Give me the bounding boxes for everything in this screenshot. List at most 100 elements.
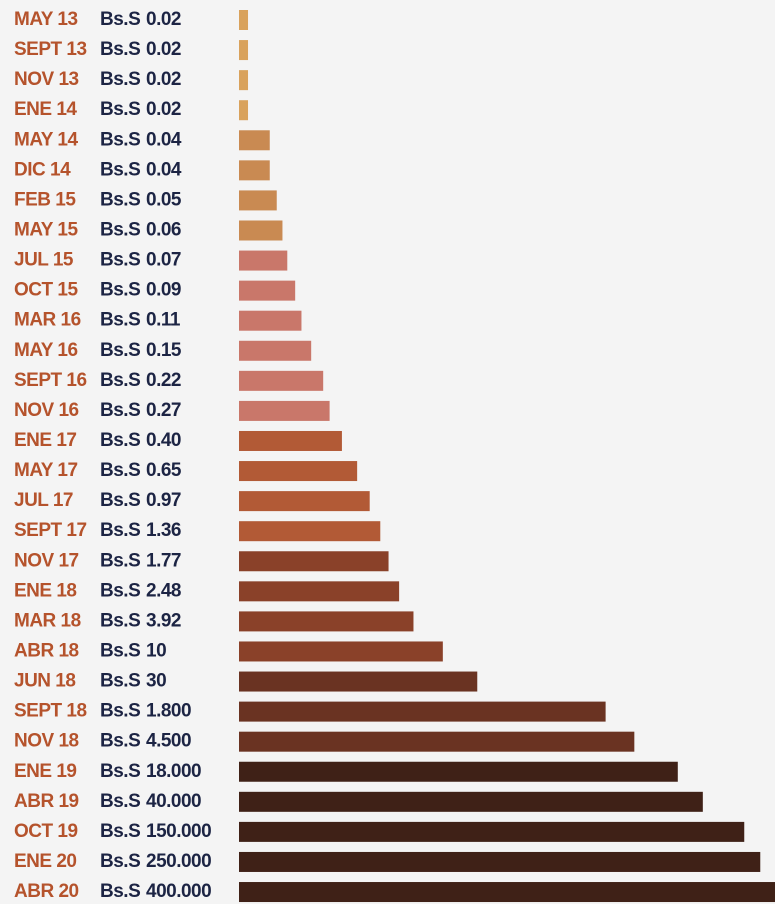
currency-label: Bs.S (100, 189, 140, 210)
bar (239, 310, 302, 331)
bar (239, 521, 381, 542)
date-label: MAY 14 (14, 129, 78, 150)
value-label: 0.07 (146, 250, 181, 271)
date-label: DIC 14 (14, 159, 71, 180)
bar (239, 611, 414, 632)
currency-label: Bs.S (100, 460, 140, 481)
value-label: 1.36 (146, 520, 181, 541)
value-label: 0.97 (146, 490, 181, 511)
date-label: ABR 19 (14, 791, 79, 812)
value-label: 0.02 (146, 99, 181, 120)
bar (239, 461, 358, 482)
date-label: MAY 17 (14, 460, 78, 481)
bar (239, 160, 270, 181)
date-label: MAR 16 (14, 310, 81, 331)
currency-label: Bs.S (100, 220, 140, 241)
date-label: ABR 20 (14, 881, 79, 902)
value-label: 0.22 (146, 370, 181, 391)
currency-label: Bs.S (100, 640, 140, 661)
currency-label: Bs.S (100, 490, 140, 511)
value-label: 0.27 (146, 400, 181, 421)
bar (239, 70, 249, 91)
bar (239, 551, 389, 572)
date-label: ENE 14 (14, 99, 77, 120)
date-label: JUN 18 (14, 671, 75, 692)
value-label: 0.15 (146, 340, 182, 361)
value-label: 0.04 (146, 129, 182, 150)
date-label: ENE 19 (14, 761, 76, 782)
bar (239, 340, 312, 361)
value-label: 4.500 (146, 731, 191, 752)
currency-label: Bs.S (100, 610, 140, 631)
date-label: JUL 17 (14, 490, 73, 511)
currency-label: Bs.S (100, 69, 140, 90)
value-label: 0.02 (146, 9, 181, 30)
bar (239, 220, 283, 241)
currency-label: Bs.S (100, 821, 140, 842)
value-label: 400.000 (146, 881, 211, 902)
date-label: FEB 15 (14, 189, 76, 210)
currency-label: Bs.S (100, 520, 140, 541)
value-label: 0.05 (146, 189, 182, 210)
bar (239, 400, 330, 421)
date-label: ENE 18 (14, 580, 76, 601)
value-label: 150.000 (146, 821, 211, 842)
date-label: NOV 16 (14, 400, 79, 421)
value-label: 0.65 (146, 460, 182, 481)
value-label: 250.000 (146, 851, 211, 872)
currency-label: Bs.S (100, 129, 140, 150)
bar (239, 190, 277, 211)
currency-label: Bs.S (100, 99, 140, 120)
date-label: JUL 15 (14, 250, 74, 271)
bar (239, 130, 270, 151)
currency-label: Bs.S (100, 671, 140, 692)
value-label: 3.92 (146, 610, 181, 631)
date-label: NOV 13 (14, 69, 79, 90)
currency-label: Bs.S (100, 580, 140, 601)
bar (239, 851, 761, 872)
currency-label: Bs.S (100, 731, 140, 752)
currency-label: Bs.S (100, 550, 140, 571)
date-label: MAR 18 (14, 610, 81, 631)
date-label: OCT 19 (14, 821, 78, 842)
currency-label: Bs.S (100, 39, 140, 60)
date-label: ENE 20 (14, 851, 76, 872)
date-label: NOV 17 (14, 550, 79, 571)
currency-label: Bs.S (100, 340, 140, 361)
bar (239, 791, 703, 812)
value-label: 0.11 (146, 310, 181, 331)
value-label: 10 (146, 640, 166, 661)
currency-label: Bs.S (100, 159, 140, 180)
bar (239, 581, 400, 602)
value-label: 1.800 (146, 701, 191, 722)
currency-label: Bs.S (100, 701, 140, 722)
bar (239, 370, 324, 391)
value-label: 0.40 (146, 430, 181, 451)
date-label: MAY 13 (14, 9, 78, 30)
currency-label: Bs.S (100, 310, 140, 331)
date-label: SEPT 13 (14, 39, 87, 60)
date-label: SEPT 17 (14, 520, 87, 541)
date-label: SEPT 16 (14, 370, 87, 391)
currency-label: Bs.S (100, 400, 140, 421)
value-label: 0.06 (146, 220, 181, 241)
bar (239, 882, 775, 903)
currency-label: Bs.S (100, 370, 140, 391)
date-label: ABR 18 (14, 640, 79, 661)
currency-label: Bs.S (100, 430, 140, 451)
bar (239, 641, 443, 662)
bar (239, 430, 342, 451)
value-label: 1.77 (146, 550, 181, 571)
value-label: 0.02 (146, 39, 181, 60)
date-label: ENE 17 (14, 430, 76, 451)
bar (239, 40, 249, 61)
currency-label: Bs.S (100, 881, 140, 902)
bar (239, 821, 745, 842)
value-label: 0.09 (146, 280, 181, 301)
bar (239, 701, 606, 722)
value-label: 40.000 (146, 791, 201, 812)
date-label: SEPT 18 (14, 701, 87, 722)
value-label: 0.02 (146, 69, 181, 90)
bar (239, 100, 249, 121)
